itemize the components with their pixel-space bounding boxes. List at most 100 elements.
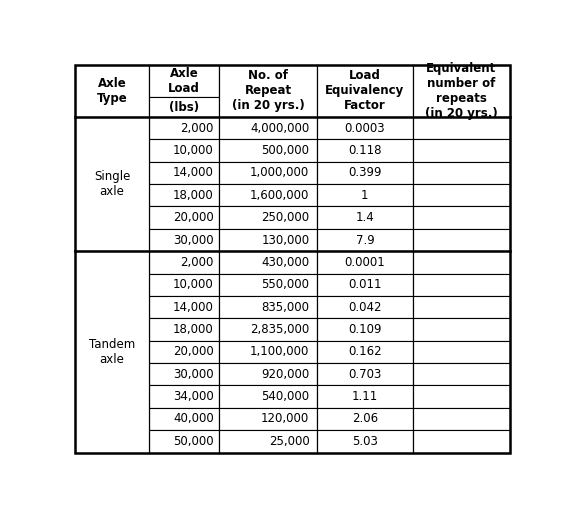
Bar bbox=[412, 340, 510, 363]
Bar bbox=[149, 318, 219, 340]
Bar bbox=[412, 117, 510, 139]
Bar bbox=[219, 206, 317, 229]
Bar bbox=[149, 206, 219, 229]
Bar bbox=[149, 65, 219, 97]
Bar bbox=[412, 318, 510, 340]
Bar bbox=[149, 340, 219, 363]
Text: Axle
Type: Axle Type bbox=[96, 77, 127, 105]
Bar bbox=[219, 117, 317, 139]
Text: 0.0001: 0.0001 bbox=[344, 256, 385, 269]
Bar bbox=[412, 162, 510, 184]
Text: No. of
Repeat
(in 20 yrs.): No. of Repeat (in 20 yrs.) bbox=[232, 69, 305, 112]
Text: 130,000: 130,000 bbox=[262, 233, 309, 246]
Text: 1,000,000: 1,000,000 bbox=[250, 166, 309, 179]
Bar bbox=[149, 251, 219, 273]
Bar bbox=[149, 139, 219, 162]
Bar bbox=[317, 229, 412, 251]
Text: 7.9: 7.9 bbox=[356, 233, 374, 246]
Bar bbox=[149, 408, 219, 430]
Bar bbox=[317, 296, 412, 318]
Bar bbox=[219, 318, 317, 340]
Bar bbox=[149, 273, 219, 296]
Text: 0.162: 0.162 bbox=[348, 346, 381, 358]
Text: 120,000: 120,000 bbox=[261, 413, 309, 425]
Text: 14,000: 14,000 bbox=[173, 301, 214, 314]
Text: 4,000,000: 4,000,000 bbox=[250, 122, 309, 135]
Text: 30,000: 30,000 bbox=[173, 233, 214, 246]
Text: Axle
Load: Axle Load bbox=[168, 67, 200, 95]
Bar bbox=[149, 363, 219, 386]
Bar bbox=[317, 65, 412, 117]
Bar bbox=[219, 139, 317, 162]
Text: 1.4: 1.4 bbox=[356, 211, 374, 224]
Text: 20,000: 20,000 bbox=[173, 346, 214, 358]
Bar bbox=[149, 184, 219, 206]
Bar bbox=[412, 430, 510, 453]
Text: 10,000: 10,000 bbox=[173, 278, 214, 291]
Bar bbox=[149, 162, 219, 184]
Bar bbox=[219, 162, 317, 184]
Bar bbox=[317, 206, 412, 229]
Bar bbox=[219, 340, 317, 363]
Text: 40,000: 40,000 bbox=[173, 413, 214, 425]
Text: 0.042: 0.042 bbox=[348, 301, 381, 314]
Text: 1.11: 1.11 bbox=[352, 390, 378, 403]
Bar bbox=[317, 273, 412, 296]
Bar bbox=[412, 139, 510, 162]
Text: 250,000: 250,000 bbox=[262, 211, 309, 224]
Text: 18,000: 18,000 bbox=[173, 189, 214, 202]
Text: 540,000: 540,000 bbox=[262, 390, 309, 403]
Bar bbox=[219, 184, 317, 206]
Text: 2,000: 2,000 bbox=[180, 256, 214, 269]
Text: Load
Equivalency
Factor: Load Equivalency Factor bbox=[325, 69, 404, 112]
Bar bbox=[317, 117, 412, 139]
Bar bbox=[149, 117, 219, 139]
Bar bbox=[219, 363, 317, 386]
Text: 30,000: 30,000 bbox=[173, 368, 214, 381]
Text: 14,000: 14,000 bbox=[173, 166, 214, 179]
Text: 0.703: 0.703 bbox=[348, 368, 381, 381]
Bar bbox=[412, 296, 510, 318]
Text: 0.399: 0.399 bbox=[348, 166, 381, 179]
Text: 20,000: 20,000 bbox=[173, 211, 214, 224]
Text: 1,600,000: 1,600,000 bbox=[250, 189, 309, 202]
Bar bbox=[412, 65, 510, 117]
Bar bbox=[149, 430, 219, 453]
Bar bbox=[75, 65, 149, 117]
Text: 430,000: 430,000 bbox=[262, 256, 309, 269]
Text: 25,000: 25,000 bbox=[268, 435, 309, 448]
Bar bbox=[412, 184, 510, 206]
Text: 34,000: 34,000 bbox=[173, 390, 214, 403]
Text: 0.118: 0.118 bbox=[348, 144, 381, 157]
Bar bbox=[317, 251, 412, 273]
Bar bbox=[75, 117, 149, 251]
Text: 2,000: 2,000 bbox=[180, 122, 214, 135]
Text: 18,000: 18,000 bbox=[173, 323, 214, 336]
Text: Single
axle: Single axle bbox=[94, 170, 130, 198]
Bar bbox=[317, 430, 412, 453]
Bar bbox=[317, 184, 412, 206]
Bar bbox=[317, 386, 412, 408]
Bar bbox=[317, 139, 412, 162]
Bar bbox=[219, 65, 317, 117]
Text: 2.06: 2.06 bbox=[352, 413, 378, 425]
Bar bbox=[412, 206, 510, 229]
Text: (lbs): (lbs) bbox=[169, 100, 199, 114]
Text: 5.03: 5.03 bbox=[352, 435, 378, 448]
Text: 0.0003: 0.0003 bbox=[344, 122, 385, 135]
Text: Tandem
axle: Tandem axle bbox=[89, 338, 135, 366]
Bar bbox=[149, 296, 219, 318]
Text: Equivalent
number of
repeats
(in 20 yrs.): Equivalent number of repeats (in 20 yrs.… bbox=[425, 62, 498, 120]
Bar bbox=[317, 408, 412, 430]
Bar bbox=[412, 251, 510, 273]
Bar bbox=[317, 340, 412, 363]
Bar bbox=[412, 363, 510, 386]
Text: 920,000: 920,000 bbox=[261, 368, 309, 381]
Bar bbox=[317, 363, 412, 386]
Text: 1,100,000: 1,100,000 bbox=[250, 346, 309, 358]
Text: 2,835,000: 2,835,000 bbox=[250, 323, 309, 336]
Bar bbox=[219, 296, 317, 318]
Bar bbox=[412, 273, 510, 296]
Text: 0.109: 0.109 bbox=[348, 323, 381, 336]
Bar bbox=[412, 386, 510, 408]
